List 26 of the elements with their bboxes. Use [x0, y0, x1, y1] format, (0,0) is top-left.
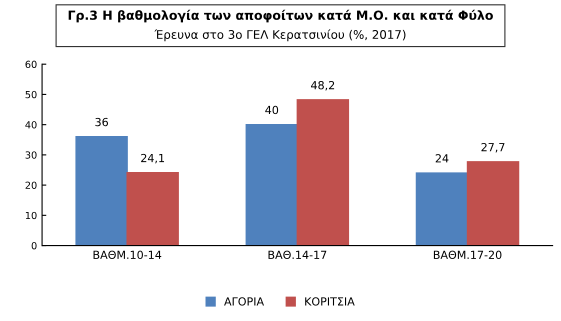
- chart-subtitle: Έρευνα στο 3ο ΓΕΛ Κερατσινίου (%, 2017): [154, 29, 406, 42]
- bar: [296, 99, 350, 246]
- y-tick-label: 60: [26, 60, 37, 68]
- y-tick-label: 30: [26, 151, 37, 159]
- y-tick-label: 10: [26, 212, 37, 220]
- data-label: 40: [265, 106, 278, 114]
- bar: [416, 172, 468, 246]
- x-tick-label: ΒΑΘΜ.17-20: [434, 250, 502, 260]
- bar: [466, 161, 520, 246]
- legend-label: ΑΓΟΡΙΑ: [224, 297, 264, 306]
- y-tick-label: 20: [26, 182, 37, 189]
- data-label: 36: [95, 118, 108, 126]
- y-tick-label: 50: [26, 90, 37, 98]
- data-label: 24,1: [141, 154, 164, 164]
- y-tick-label: 40: [25, 121, 37, 128]
- bar: [75, 136, 128, 246]
- bar: [246, 124, 298, 246]
- data-label: 24: [436, 154, 448, 162]
- legend-label: ΚΟΡΙΤΣΙΑ: [305, 297, 355, 306]
- bar: [126, 172, 179, 246]
- data-label: 27,7: [481, 142, 504, 152]
- y-tick-label: 0: [32, 242, 37, 250]
- x-tick-label: ΒΑΘ.14-17: [268, 250, 326, 260]
- data-label: 48,2: [311, 80, 334, 91]
- chart-title: Γρ.3 Η βαθμολογία των αποφοίτων κατά Μ.Ο. και κατά Φύλο: [68, 10, 493, 22]
- x-tick-label: ΒΑΘΜ.10-14: [94, 250, 162, 260]
